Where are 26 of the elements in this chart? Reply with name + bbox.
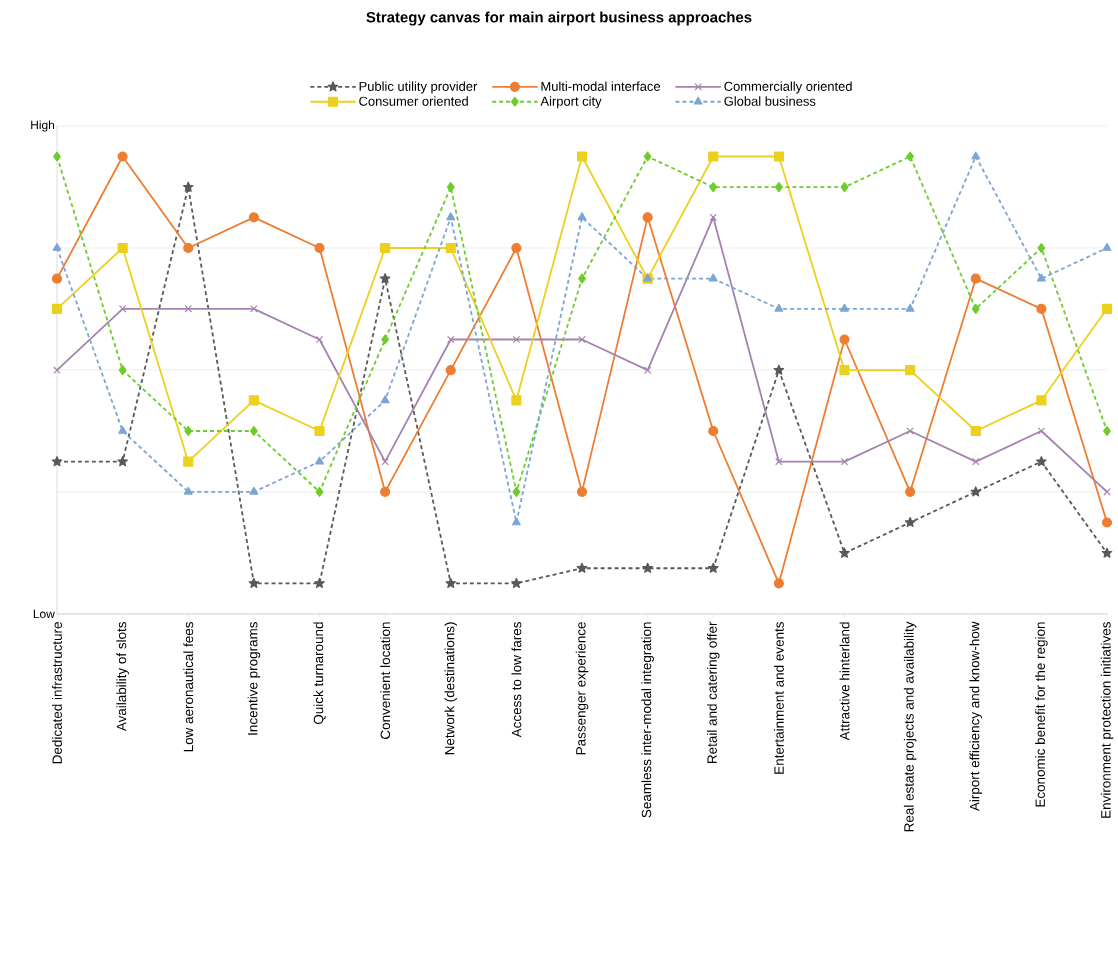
x-tick-label: Passenger experience xyxy=(575,622,589,755)
x-tick-label: Network (destinations) xyxy=(444,622,458,755)
x-tick-label: Convenient location xyxy=(380,622,391,739)
x-tick-label: Attractive hinterland xyxy=(839,622,850,741)
chart-title: Strategy canvas for main airport business approaches xyxy=(366,11,752,26)
x-tick-label: Environment protection initiatives xyxy=(1100,622,1114,818)
legend-label: Commercially oriented xyxy=(724,81,852,94)
legend-label: Airport city xyxy=(540,96,602,109)
x-tick-label: Incentive programs xyxy=(247,622,261,735)
x-tick-label: Access to low fares xyxy=(511,622,522,738)
text: Low xyxy=(33,609,55,619)
x-tick-label: Dedicated infrastructure xyxy=(52,622,62,764)
x-tick-label: Quick turnaround xyxy=(313,622,326,725)
legend-label: Public utility provider xyxy=(359,81,478,94)
x-tick-label: Airport efficiency and know-how xyxy=(969,621,983,812)
x-tick-label: Retail and catering offer xyxy=(706,621,720,763)
x-tick-label: Low aeronautical fees xyxy=(183,622,194,752)
legend-label: Global business xyxy=(724,96,816,106)
legend-label: Consumer oriented xyxy=(359,96,468,106)
x-tick-label: Economic benefit for the region xyxy=(1035,622,1048,807)
x-tick-label: Availability of slots xyxy=(116,622,129,732)
legend-label: Multi-modal interface xyxy=(541,81,661,91)
text: High xyxy=(31,120,55,132)
x-tick-label: Entertainment and events xyxy=(773,622,784,774)
x-tick-label: Real estate projects and availability xyxy=(903,621,917,832)
x-tick-label: Seamless inter-modal integration xyxy=(641,622,654,818)
